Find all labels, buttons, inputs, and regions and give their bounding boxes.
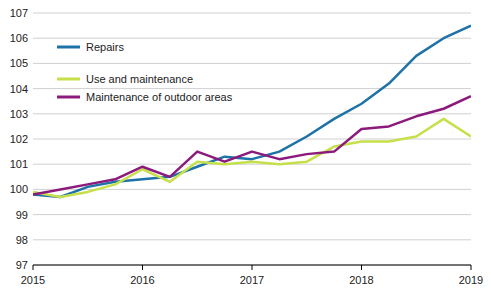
- legend: Repairs Use and maintenance Maintenance of…: [57, 41, 233, 103]
- series-line: [33, 119, 471, 197]
- grid-line: [33, 239, 471, 240]
- x-tick: [471, 265, 472, 270]
- x-tick: [33, 265, 34, 270]
- y-tick-label: 100: [10, 183, 28, 195]
- legend-swatch: [57, 46, 80, 49]
- x-tick-label: 2016: [130, 274, 154, 286]
- x-tick-label: 2019: [459, 274, 483, 286]
- y-tick-label: 107: [10, 7, 28, 19]
- grid-line: [33, 214, 471, 215]
- x-tick-label: 2017: [240, 274, 264, 286]
- legend-label: Maintenance of outdoor areas: [86, 91, 233, 103]
- x-tick-label: 2015: [21, 274, 45, 286]
- y-tick-label: 105: [10, 57, 28, 69]
- grid-line: [33, 164, 471, 165]
- chart: 97 98 99 100 101 102 103 104 105 106 107 2015 2016 20…: [0, 0, 491, 302]
- x-tick: [361, 265, 362, 270]
- x-tick-label: 2018: [349, 274, 373, 286]
- y-tick-label: 101: [10, 158, 28, 170]
- plot-area: [33, 26, 471, 197]
- y-tick-label: 102: [10, 133, 28, 145]
- grid-line: [33, 113, 471, 114]
- x-tick: [142, 265, 143, 270]
- grid-line: [33, 63, 471, 64]
- legend-label: Repairs: [86, 41, 124, 53]
- y-tick-label: 106: [10, 32, 28, 44]
- legend-swatch: [57, 96, 80, 99]
- series-line: [33, 96, 471, 194]
- y-tick-label: 99: [16, 209, 28, 221]
- legend-label: Use and maintenance: [86, 73, 193, 85]
- y-tick-label: 97: [16, 259, 28, 271]
- grid-line: [33, 13, 471, 14]
- x-tick: [252, 265, 253, 270]
- y-tick-label: 104: [10, 83, 28, 95]
- y-tick-label: 98: [16, 234, 28, 246]
- series-line: [33, 26, 471, 197]
- grid: [33, 13, 471, 265]
- y-tick-label: 103: [10, 108, 28, 120]
- legend-swatch: [57, 78, 80, 81]
- grid-line: [33, 88, 471, 89]
- grid-line: [33, 38, 471, 39]
